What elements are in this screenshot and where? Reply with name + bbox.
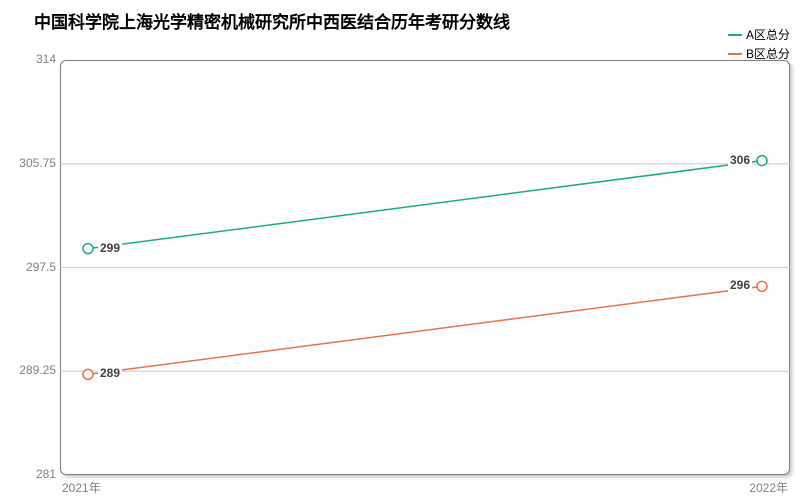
legend-swatch-a [728,34,742,36]
data-label: 299 [98,241,122,255]
legend-label-a: A区总分 [746,26,790,43]
chart-title: 中国科学院上海光学精密机械研究所中西医结合历年考研分数线 [34,8,510,33]
y-tick-label: 289.25 [10,363,56,377]
legend-swatch-b [728,53,742,55]
chart-svg [60,60,790,475]
y-tick-label: 281 [10,467,56,481]
x-tick-label: 2021年 [62,479,101,496]
y-tick-label: 297.5 [10,260,56,274]
data-label: 306 [728,153,752,167]
y-tick-label: 314 [10,52,56,66]
gridlines [60,164,790,372]
legend: A区总分 B区总分 [728,26,790,64]
legend-item-a: A区总分 [728,26,790,43]
data-label: 296 [728,278,752,292]
chart-container: 中国科学院上海光学精密机械研究所中西医结合历年考研分数线 A区总分 B区总分 2… [0,0,800,500]
x-tick-label: 2022年 [749,479,788,496]
y-tick-label: 305.75 [10,156,56,170]
data-label: 289 [98,366,122,380]
